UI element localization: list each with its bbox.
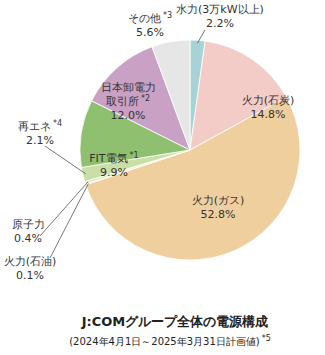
slice-label: 水力(3万kW以上)	[176, 3, 264, 16]
value-label: 14.8%	[251, 108, 286, 121]
value-label: 2.2%	[206, 17, 234, 30]
value-label: 2.1%	[26, 134, 54, 147]
pie-slice	[86, 97, 300, 260]
pie-slice	[85, 150, 190, 185]
value-label: 0.4%	[14, 232, 42, 245]
slice-label: その他*3	[128, 11, 172, 25]
value-label: 0.1%	[16, 269, 44, 282]
slice-label: 火力(石炭)	[242, 94, 295, 107]
slice-label: 原子力	[12, 218, 45, 231]
slice-label: 火力(ガス)	[192, 194, 245, 207]
value-label: 52.8%	[201, 208, 236, 221]
value-label: 5.6%	[136, 26, 164, 39]
subtitle: (2024年4月1日～2025年3月31日計画値)*5	[69, 334, 271, 347]
leader-line	[50, 184, 88, 258]
slice-label: FIT電気*1	[89, 151, 138, 165]
slice-label: 日本卸電力取引所*2	[101, 81, 156, 108]
leader-line	[45, 146, 86, 174]
pie-slice	[81, 150, 190, 182]
leader-line	[197, 30, 205, 43]
value-label: 12.0%	[111, 109, 146, 122]
labels: 水力(3万kW以上)2.2% 火力(石炭)14.8% 火力(ガス)52.8% 火力(石…	[4, 3, 295, 282]
title: J:COMグループ全体の電源構成	[81, 314, 269, 329]
slice-label: 再エネ*4	[18, 119, 62, 133]
value-label: 9.9%	[100, 166, 128, 179]
chart: 水力(3万kW以上)2.2% 火力(石炭)14.8% 火力(ガス)52.8% 火力(石…	[0, 0, 325, 355]
leader-line	[40, 182, 88, 236]
pie-slice	[152, 40, 190, 150]
slices	[80, 40, 300, 260]
slice-label: 火力(石油)	[4, 255, 57, 268]
